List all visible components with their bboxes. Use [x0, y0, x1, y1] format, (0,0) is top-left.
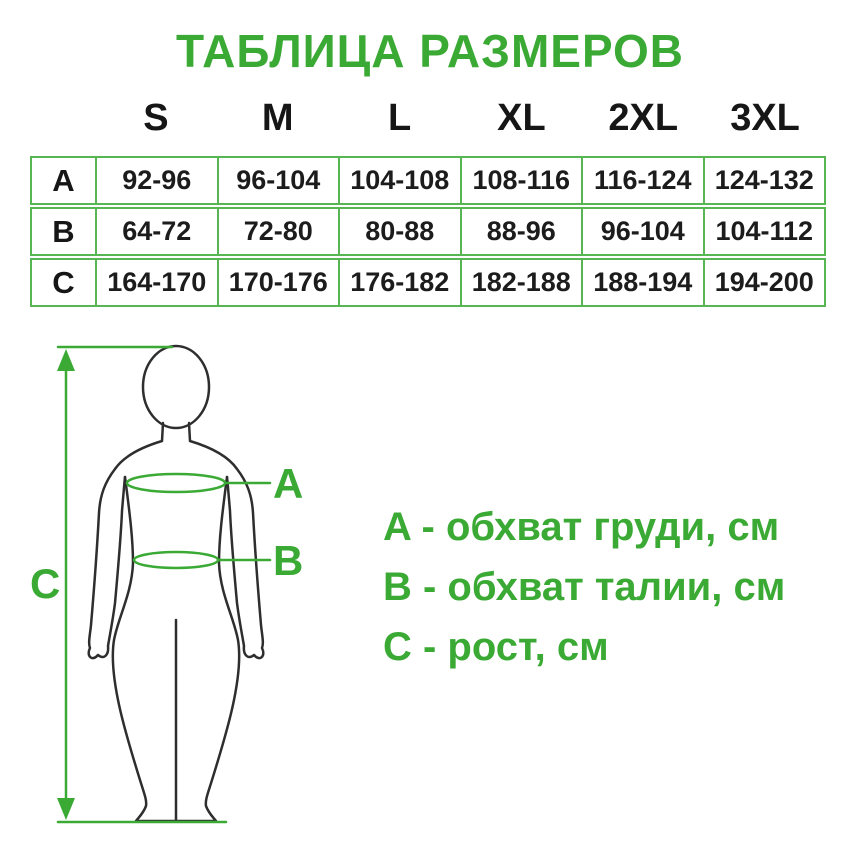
- size-header-spacer: [30, 96, 95, 140]
- table-row-b: B 64-72 72-80 80-88 88-96 96-104 104-112: [30, 207, 826, 256]
- legend-chest: A - обхват груди, см: [383, 505, 780, 549]
- silhouette-right-torso-leg: [174, 475, 241, 823]
- cell-c-xl: 182-188: [462, 260, 583, 305]
- waist-ellipse: [132, 550, 220, 570]
- cell-b-s: 64-72: [97, 209, 219, 254]
- cell-c-l: 176-182: [340, 260, 462, 305]
- cell-b-xl: 88-96: [462, 209, 583, 254]
- legend-height: C - рост, см: [383, 625, 609, 669]
- row-label-c: C: [32, 260, 97, 305]
- chest-label: A: [273, 460, 303, 507]
- size-header-2xl: 2XL: [608, 97, 679, 139]
- arrowhead-up-icon: [57, 349, 75, 371]
- cell-a-2xl: 116-124: [583, 158, 705, 203]
- measurement-legend: A - обхват груди, см B - обхват талии, с…: [383, 507, 785, 687]
- silhouette-right-arm: [187, 421, 265, 660]
- row-label-a: A: [32, 158, 97, 203]
- cell-c-2xl: 188-194: [583, 260, 705, 305]
- page-title: ТАБЛИЦА РАЗМЕРОВ: [175, 25, 685, 77]
- cell-a-l: 104-108: [340, 158, 462, 203]
- size-header-s: S: [143, 97, 169, 139]
- cell-a-3xl: 124-132: [714, 165, 814, 195]
- cell-b-3xl: 104-112: [715, 216, 814, 246]
- cell-c-s: 164-170: [97, 260, 219, 305]
- cell-c-3xl: 194-200: [714, 267, 814, 297]
- size-header-m: M: [261, 97, 294, 139]
- cell-b-2xl: 96-104: [583, 209, 705, 254]
- size-header-xl: XL: [497, 97, 546, 139]
- arrowheads: [57, 349, 75, 820]
- cell-a-xl: 108-116: [462, 158, 583, 203]
- arrowhead-down-icon: [57, 798, 75, 820]
- measurement-marks: [56, 345, 272, 824]
- size-header-3xl: 3XL: [730, 97, 800, 139]
- waist-label: B: [273, 537, 303, 584]
- table-row-a: A 92-96 96-104 104-108 108-116 116-124 1…: [30, 156, 826, 205]
- cell-a-s: 92-96: [97, 158, 219, 203]
- row-label-b: B: [32, 209, 97, 254]
- body-silhouette: [87, 344, 265, 823]
- legend-waist: B - обхват талии, см: [383, 565, 786, 609]
- size-header-l: L: [387, 97, 412, 139]
- chest-ellipse: [125, 472, 227, 494]
- table-row-c: C 164-170 170-176 176-182 182-188 188-19…: [30, 258, 826, 307]
- silhouette-head: [141, 344, 211, 430]
- size-header-row: S M L XL 2XL 3XL: [30, 96, 826, 140]
- body-measurement-figure: A B C: [30, 344, 303, 824]
- height-label: C: [30, 560, 60, 607]
- cell-a-m: 96-104: [219, 158, 340, 203]
- size-table: A 92-96 96-104 104-108 108-116 116-124 1…: [30, 156, 826, 309]
- figure-labels: A B C: [30, 460, 303, 607]
- silhouette-left-torso-leg: [111, 475, 178, 823]
- silhouette-left-arm: [87, 421, 165, 660]
- cell-b-m: 72-80: [219, 209, 340, 254]
- cell-c-m: 170-176: [219, 260, 340, 305]
- cell-b-l: 80-88: [340, 209, 462, 254]
